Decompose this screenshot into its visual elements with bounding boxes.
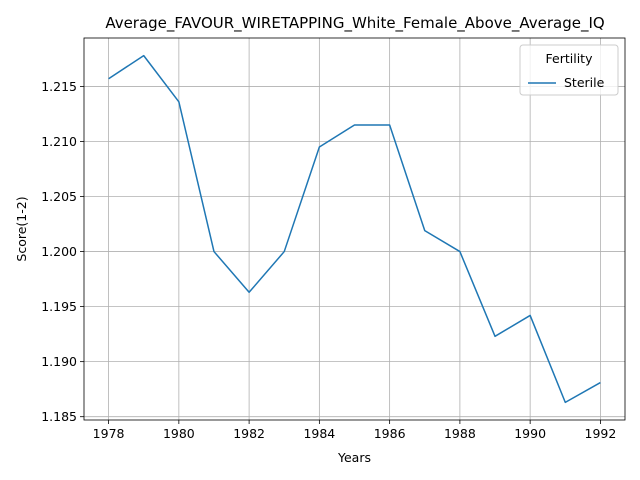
- x-tick-label: 1978: [93, 426, 125, 441]
- x-tick-label: 1992: [585, 426, 617, 441]
- x-axis-label: Years: [337, 450, 371, 465]
- y-axis-label: Score(1-2): [14, 196, 29, 261]
- x-tick-label: 1980: [163, 426, 195, 441]
- y-tick-label: 1.200: [41, 244, 77, 259]
- y-tick-label: 1.215: [41, 79, 77, 94]
- y-tick-label: 1.190: [41, 354, 77, 369]
- x-axis: 1978 1980 1982 1984 1986 1988 1990 1992: [93, 420, 617, 441]
- y-tick-label: 1.195: [41, 299, 77, 314]
- y-tick-label: 1.205: [41, 189, 77, 204]
- chart-title: Average_FAVOUR_WIRETAPPING_White_Female_…: [105, 14, 604, 33]
- y-axis: 1.185 1.190 1.195 1.200 1.205 1.210 1.215: [41, 79, 84, 424]
- x-tick-label: 1984: [303, 426, 335, 441]
- series-layer: [108, 54, 601, 404]
- x-tick-label: 1982: [233, 426, 265, 441]
- legend-title: Fertility: [546, 51, 594, 66]
- y-tick-label: 1.185: [41, 409, 77, 424]
- series-line-sterile: [108, 54, 601, 404]
- x-tick-label: 1990: [514, 426, 546, 441]
- legend: Fertility Sterile: [519, 44, 619, 96]
- plot-frame: [83, 37, 626, 421]
- legend-label-sterile: Sterile: [564, 75, 605, 90]
- grid: [84, 38, 625, 420]
- x-tick-label: 1988: [444, 426, 476, 441]
- x-tick-label: 1986: [374, 426, 406, 441]
- y-tick-label: 1.210: [41, 134, 77, 149]
